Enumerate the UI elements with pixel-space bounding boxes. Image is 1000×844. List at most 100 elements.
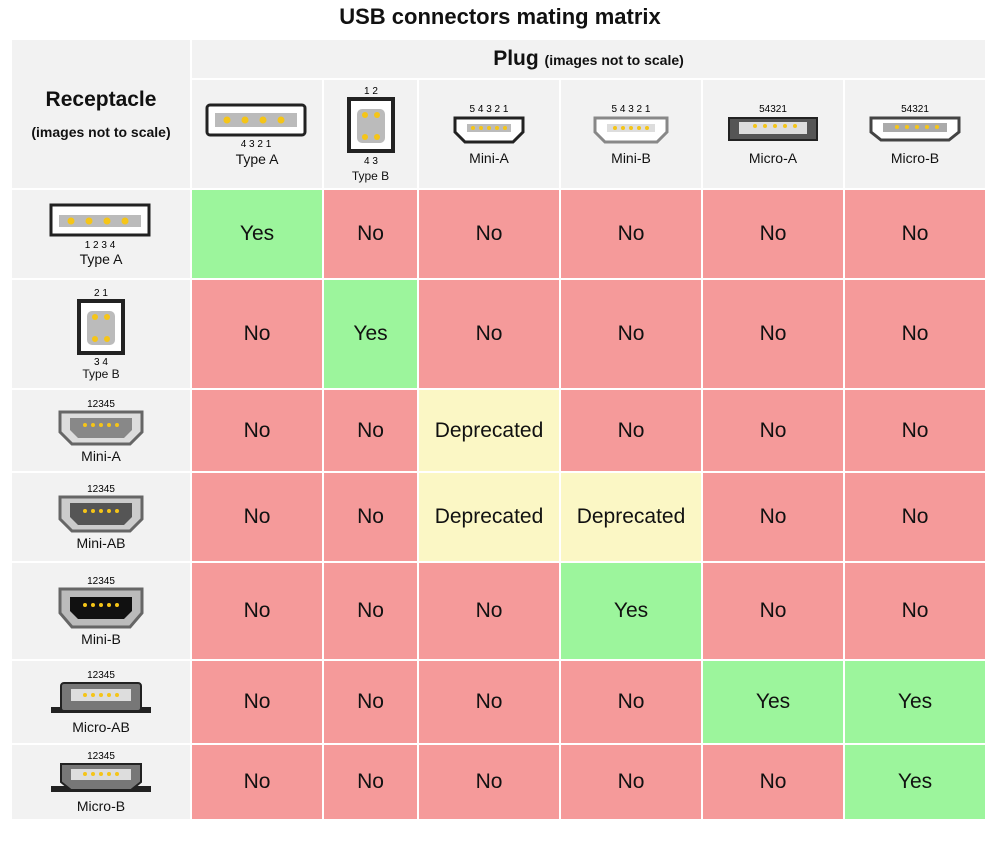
plug-micro-b: 54321 Micro-B [843, 78, 987, 190]
matrix-cell: No [190, 388, 324, 473]
plug-header: Plug (images not to scale) [190, 38, 987, 80]
type-b-plug-pins-top: 1 2 [364, 86, 378, 97]
usb-mini-b-receptacle-icon: 12345 [58, 576, 144, 629]
matrix-cell: No [843, 188, 987, 280]
usb-mini-a-receptacle-icon: 12345 [58, 399, 144, 445]
matrix-cell: Yes [701, 659, 845, 745]
mini-b-plug-pins: 5 4 3 2 1 [612, 104, 651, 115]
receptacle-caption: Type A [79, 251, 123, 267]
matrix-cell: No [701, 188, 845, 280]
matrix-cell: No [559, 743, 703, 821]
matrix-cell: No [701, 561, 845, 661]
matrix-cell: No [843, 278, 987, 390]
matrix-cell: Yes [843, 659, 987, 745]
usb-type-a-receptacle-icon: 1 2 3 4 [49, 203, 151, 251]
matrix-cell: Yes [322, 278, 419, 390]
receptacle-caption: Mini-AB [76, 535, 126, 551]
plug-mini-b: 5 4 3 2 1 Mini-B [559, 78, 703, 190]
receptacle-label: Receptacle [45, 88, 157, 111]
matrix-cell: No [417, 278, 561, 390]
matrix-cell: No [559, 188, 703, 280]
matrix-cell: No [417, 743, 561, 821]
matrix-cell: No [559, 659, 703, 745]
matrix-cell: No [190, 743, 324, 821]
matrix-cell: No [417, 188, 561, 280]
plug-caption: Micro-A [748, 150, 798, 166]
micro-ab-receptacle-pins: 12345 [87, 670, 115, 681]
receptacle-type-b: 2 1 3 4 Type B [10, 278, 192, 390]
usb-micro-b-receptacle-icon: 12345 [51, 751, 151, 792]
matrix-cell: Yes [190, 188, 324, 280]
plug-note: (images not to scale) [544, 52, 684, 68]
type-a-plug-pins: 4 3 2 1 [241, 139, 272, 149]
matrix-cell: No [701, 278, 845, 390]
plug-caption: Type B [351, 169, 390, 183]
usb-type-b-receptacle-icon: 2 1 3 4 [77, 288, 125, 367]
matrix-cell: No [701, 743, 845, 821]
micro-b-receptacle-pins: 12345 [87, 751, 115, 762]
mini-b-receptacle-pins: 12345 [87, 576, 115, 587]
matrix-cell: No [417, 561, 561, 661]
plug-caption: Mini-B [611, 150, 651, 166]
usb-type-a-plug-icon: 4 3 2 1 [205, 103, 307, 149]
matrix-cell: No [190, 561, 324, 661]
matrix-cell: No [843, 471, 987, 563]
mini-ab-receptacle-pins: 12345 [87, 484, 115, 495]
plug-mini-a: 5 4 3 2 1 Mini-A [417, 78, 561, 190]
receptacle-caption: Mini-A [81, 447, 121, 464]
plug-type-b: 1 2 4 3 Type B [322, 78, 419, 190]
usb-micro-b-plug-icon: 54321 [869, 104, 961, 142]
type-b-plug-pins-bottom: 4 3 [364, 156, 378, 167]
type-b-receptacle-pins-top: 2 1 [94, 288, 108, 299]
matrix-cell: Deprecated [417, 388, 561, 473]
plug-type-a: 4 3 2 1 Type A [190, 78, 324, 190]
mini-a-receptacle-pins: 12345 [87, 399, 115, 410]
plug-micro-a: 54321 Micro-A [701, 78, 845, 190]
usb-micro-a-plug-icon: 54321 [728, 104, 818, 141]
receptacle-micro-ab: 12345 Micro-AB [10, 659, 192, 745]
usb-mini-b-plug-icon: 5 4 3 2 1 [593, 104, 669, 144]
micro-a-plug-pins: 54321 [759, 104, 787, 115]
matrix-cell: No [417, 659, 561, 745]
matrix-cell: Deprecated [559, 471, 703, 563]
receptacle-caption: Type B [82, 367, 120, 381]
receptacle-mini-b: 12345 Mini-B [10, 561, 192, 661]
usb-type-b-plug-icon: 1 2 4 3 [346, 86, 395, 167]
matrix-cell: No [559, 278, 703, 390]
matrix-cell: No [322, 659, 419, 745]
type-a-receptacle-pins: 1 2 3 4 [85, 240, 116, 251]
matrix-cell: No [190, 659, 324, 745]
receptacle-header: Receptacle (images not to scale) [10, 38, 192, 190]
matrix-cell: No [322, 188, 419, 280]
matrix-cell: No [322, 471, 419, 563]
matrix-cell: No [701, 388, 845, 473]
type-b-receptacle-pins-bottom: 3 4 [94, 357, 108, 367]
matrix-cell: No [559, 388, 703, 473]
receptacle-caption: Mini-B [81, 631, 121, 647]
matrix-cell: No [190, 278, 324, 390]
receptacle-type-a: 1 2 3 4 Type A [10, 188, 192, 280]
mini-a-plug-pins: 5 4 3 2 1 [470, 104, 509, 115]
matrix-cell: No [190, 471, 324, 563]
receptacle-mini-a: 12345 Mini-A [10, 388, 192, 473]
receptacle-caption: Micro-B [76, 798, 126, 814]
matrix-cell: No [843, 561, 987, 661]
receptacle-mini-ab: 12345 Mini-AB [10, 471, 192, 563]
plug-caption: Micro-B [890, 150, 940, 166]
matrix-cell: No [843, 388, 987, 473]
mating-matrix-table: Receptacle (images not to scale) Plug (i… [10, 38, 987, 821]
page-title: USB connectors mating matrix [339, 4, 661, 29]
receptacle-micro-b: 12345 Micro-B [10, 743, 192, 821]
matrix-cell: Deprecated [417, 471, 561, 563]
matrix-cell: No [322, 743, 419, 821]
matrix-cell: Yes [843, 743, 987, 821]
plug-label: Plug [493, 47, 539, 70]
micro-b-plug-pins: 54321 [901, 104, 929, 115]
receptacle-note: (images not to scale) [31, 124, 171, 140]
usb-mini-ab-receptacle-icon: 12345 [58, 484, 144, 533]
matrix-cell: Yes [559, 561, 703, 661]
matrix-cell: No [701, 471, 845, 563]
plug-caption: Mini-A [469, 150, 509, 166]
matrix-cell: No [322, 388, 419, 473]
plug-caption: Type A [235, 151, 279, 167]
